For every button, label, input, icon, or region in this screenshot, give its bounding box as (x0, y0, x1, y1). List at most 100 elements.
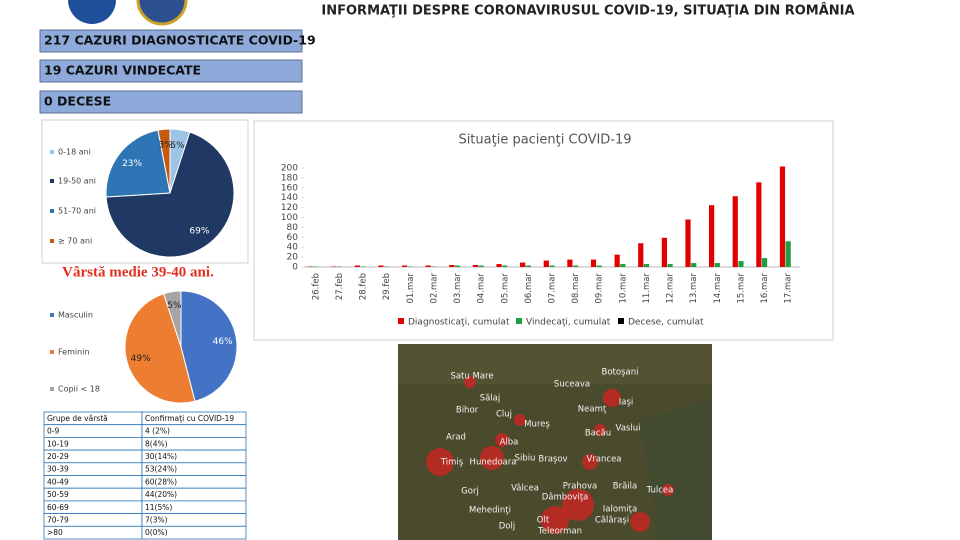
bar (543, 260, 549, 267)
y-tick-label: 20 (287, 253, 299, 263)
legend-label: 19-50 ani (58, 177, 96, 186)
bar (709, 205, 715, 267)
table-text: 53(24%) (145, 465, 177, 474)
legend-label: ≥ 70 ani (58, 237, 92, 246)
x-tick-label: 08.mar (571, 273, 581, 304)
x-tick-label: 10.mar (618, 273, 628, 304)
map-hotspot (514, 414, 526, 426)
table-text: >80 (47, 528, 63, 537)
table-cell (141, 525, 247, 540)
logo (68, 0, 116, 24)
map-label: Arad (446, 433, 466, 443)
map-hotspot (480, 446, 504, 470)
map-label: Iaşi (619, 398, 634, 408)
x-tick-label: 06.mar (524, 273, 534, 304)
legend-label: Decese, cumulat (628, 318, 704, 328)
slice-label: 5% (170, 141, 185, 151)
bar (691, 263, 697, 267)
map-hotspot (562, 489, 594, 521)
bar (549, 265, 555, 267)
table-text: 0(0%) (145, 528, 168, 537)
map-label: Dâmboviţa (542, 493, 589, 503)
x-tick-label: 09.mar (595, 273, 605, 304)
x-tick-label: 16.mar (760, 273, 770, 304)
map-hotspot (464, 376, 476, 388)
logo (136, 0, 188, 26)
bar (502, 265, 508, 267)
table-text: 60(28%) (145, 477, 177, 486)
bar (756, 182, 762, 267)
map-hotspot (630, 512, 650, 532)
map-hotspot (594, 424, 606, 436)
bar (685, 219, 691, 267)
map-label: Vaslui (616, 424, 641, 434)
map-label: Gorj (461, 487, 479, 497)
map-label: Teleorman (537, 527, 582, 537)
map-label: Botoşani (602, 368, 639, 378)
x-tick-label: 27.feb (335, 273, 345, 300)
map-label: Sibiu (515, 454, 536, 464)
x-tick-label: 01.mar (406, 273, 416, 304)
x-tick-label: 13.mar (689, 273, 699, 304)
pie-slice (105, 129, 171, 198)
legend-swatch (398, 318, 404, 324)
bar (520, 262, 526, 267)
map-label: Alba (500, 438, 519, 448)
legend-label: Vindecaţi, cumulat (526, 318, 611, 328)
map-label: Vrancea (586, 455, 621, 465)
stat-box (39, 59, 303, 83)
x-tick-label: 17.mar (784, 273, 794, 304)
legend-swatch (516, 318, 522, 324)
map-label: Satu Mare (450, 372, 493, 382)
bar (761, 258, 768, 267)
legend-swatch (50, 239, 54, 243)
table-text: 40-49 (47, 477, 69, 486)
bar (401, 265, 408, 267)
x-tick-label: 15.mar (736, 273, 746, 304)
bar (667, 264, 673, 267)
legend-label: Diagnosticaţi, cumulat (408, 318, 510, 328)
slice-label: 69% (189, 226, 209, 236)
legend-label: 0-18 ani (58, 148, 91, 157)
pie-slice (180, 290, 238, 402)
table-text: Confirmaţi cu COVID-19 (145, 414, 234, 423)
bar (478, 265, 484, 267)
legend-swatch (50, 350, 54, 354)
x-tick-label: 26.feb (311, 273, 321, 300)
x-tick-label: 03.mar (453, 273, 463, 304)
bar (496, 264, 502, 267)
y-tick-label: 120 (281, 203, 298, 213)
bar (454, 265, 461, 267)
legend-label: Copii < 18 (58, 385, 100, 394)
map-label: Mehedinţi (469, 506, 511, 516)
map-label: Vâlcea (511, 484, 539, 494)
bar (378, 265, 384, 267)
legend-swatch (50, 150, 54, 154)
bar (779, 166, 786, 267)
legend-label: Feminin (58, 348, 89, 357)
map-hotspot (541, 506, 569, 534)
y-tick-label: 180 (281, 173, 298, 183)
legend-swatch (50, 387, 54, 391)
map-label: Dolj (499, 522, 515, 532)
map-label: Tulcea (646, 486, 674, 496)
table-text: 10-19 (47, 439, 69, 448)
map-label: Prahova (563, 482, 598, 492)
bar (714, 263, 720, 267)
bar (567, 259, 573, 267)
slice-label: 46% (213, 337, 233, 347)
bar (449, 265, 455, 267)
average-age: Vârstă medie 39-40 ani. (62, 264, 214, 280)
pie-slice (163, 290, 182, 348)
map-label: Olt (537, 516, 550, 526)
y-tick-label: 160 (281, 183, 298, 193)
map-terrain (640, 400, 712, 540)
table-text: 50-59 (47, 490, 69, 499)
page-title: INFORMAŢII DESPRE CORONAVIRUSUL COVID-19… (321, 3, 854, 19)
table-text: 8(4%) (145, 439, 168, 448)
map-label: Braşov (538, 455, 567, 465)
x-tick-label: 07.mar (548, 273, 558, 304)
stat-text: 217 CAZURI DIAGNOSTICATE COVID-19 (44, 33, 316, 48)
x-tick-label: 02.mar (429, 273, 439, 304)
map-label: Bacău (585, 429, 611, 439)
